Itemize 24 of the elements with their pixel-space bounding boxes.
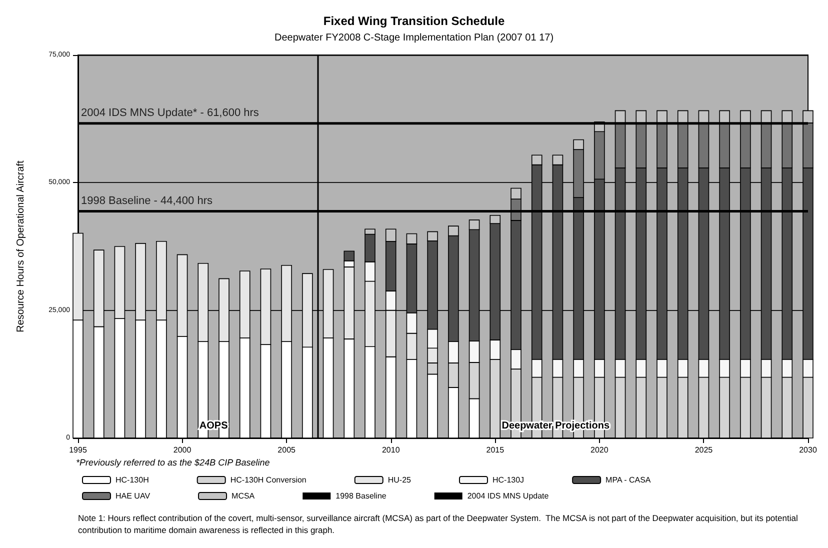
chart-subtitle: Deepwater FY2008 C-Stage Implementation Plan (2007 01 17) <box>274 32 554 44</box>
legend-label: MPA - CASA <box>606 476 652 484</box>
y-axis-title: Resource Hours of Operational Aircraft <box>16 160 26 332</box>
text: Note 1: Hours reflect contribution of the covert, multi-sensor, surveillance aircraft (MCSA) as part of the Deepwater System. The MCSA is not part of the Deepwater acquisition, but its potential contribution to maritime domain awareness is reflected in this graph. <box>78 513 800 535</box>
x-tick-label: 2030 <box>799 446 818 454</box>
legend-label: MCSA <box>232 492 256 500</box>
x-tick-label: 1995 <box>69 446 88 454</box>
x-tick-label: 2005 <box>278 446 296 454</box>
legend-label: 1998 Baseline <box>336 492 387 500</box>
x-tick-label: 2025 <box>694 446 714 454</box>
annotation: 2004 IDS MNS Update* - 61,600 hrs <box>81 106 260 119</box>
legend-label: HU-25 <box>388 476 412 484</box>
x-tick-label: 2015 <box>486 446 505 454</box>
x-tick-label: 2000 <box>173 446 192 454</box>
legend-label: HC-130H <box>116 476 150 484</box>
legend-label: HAE UAV <box>116 492 151 500</box>
text: *Previously referred to as the $24B CIP Baseline <box>76 458 270 468</box>
legend-label: HC-130J <box>492 476 524 484</box>
x-tick-label: 2010 <box>382 446 400 454</box>
x-tick-label: 2020 <box>590 446 609 454</box>
annotation: 1998 Baseline - 44,400 hrs <box>81 194 213 207</box>
chart-title: Fixed Wing Transition Schedule <box>323 14 505 28</box>
legend-label: HC-130H Conversion <box>230 476 306 484</box>
legend-label: 2004 IDS MNS Update <box>467 492 550 500</box>
